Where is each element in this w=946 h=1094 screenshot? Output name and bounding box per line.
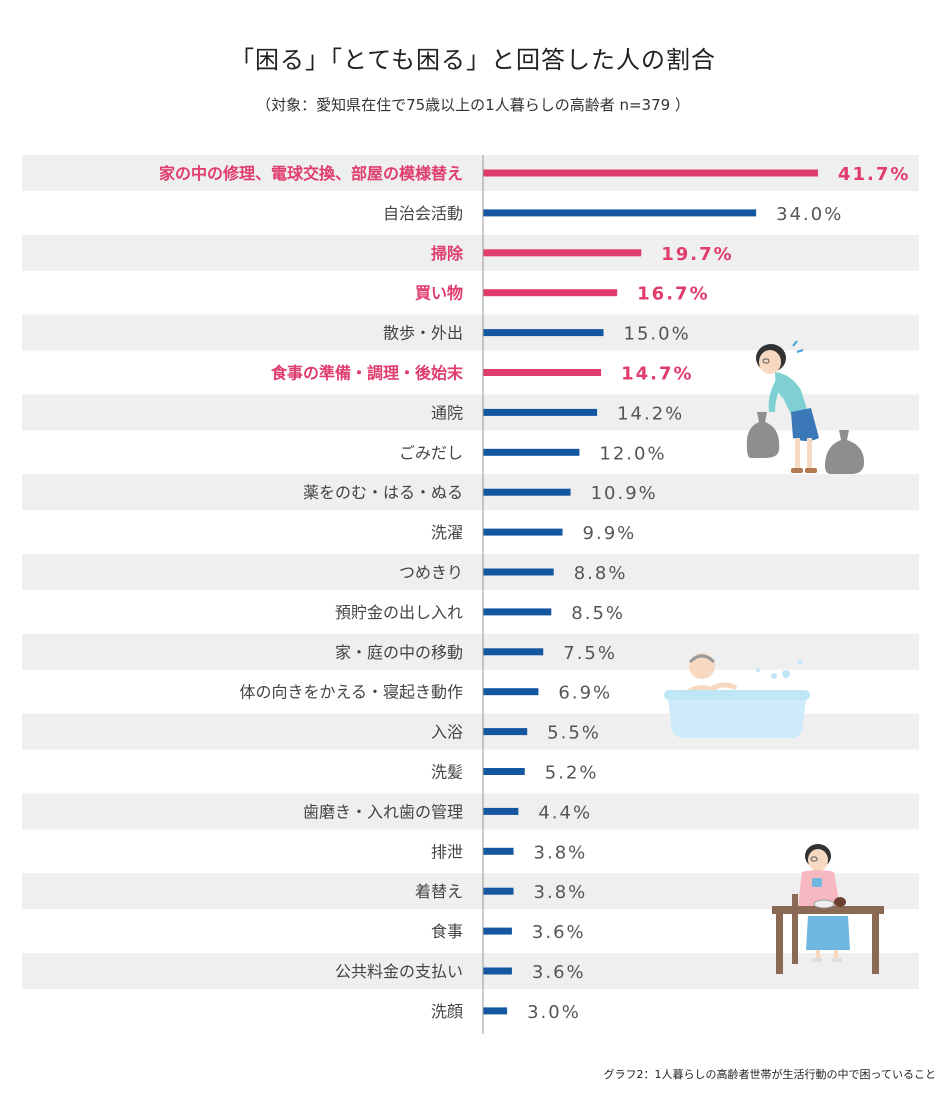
person-carrying-garbage-bags-icon (746, 340, 865, 474)
bar (483, 967, 512, 975)
bar (483, 528, 563, 536)
category-label: 入浴 (431, 723, 463, 742)
row-band (22, 234, 919, 271)
row-band (22, 554, 919, 590)
bar (483, 1007, 508, 1015)
bar (483, 289, 618, 297)
bar (483, 408, 598, 416)
category-label: 預貯金の出し入れ (335, 603, 463, 622)
chart-subtitle: （対象：愛知県在住で75歳以上の1人暮らしの高齢者 n=379 ） (256, 96, 690, 114)
data-label: 8.5% (571, 603, 625, 624)
row-band (22, 474, 919, 511)
data-label: 16.7% (637, 284, 709, 305)
category-label: 洗髪 (431, 763, 463, 782)
data-label: 34.0% (776, 204, 843, 225)
category-label: 家の中の修理、電球交換、部屋の模様替え (159, 164, 463, 183)
row-band (22, 873, 919, 910)
data-label: 3.6% (532, 962, 586, 983)
data-label: 12.0% (599, 443, 666, 464)
category-label: 排泄 (431, 842, 463, 861)
category-label: 体の向きをかえる・寝起き動作 (239, 683, 463, 702)
bar (483, 807, 519, 815)
category-label: 買い物 (415, 284, 463, 303)
category-label: ごみだし (399, 443, 463, 462)
data-label: 7.5% (563, 643, 617, 664)
row-band (22, 953, 919, 989)
category-label: 公共料金の支払い (335, 962, 463, 981)
category-label: 散歩・外出 (383, 324, 463, 343)
data-label: 6.9% (558, 683, 612, 704)
bar (483, 887, 514, 895)
data-label: 3.8% (534, 842, 588, 863)
data-label: 15.0% (624, 324, 691, 345)
category-label: 歯磨き・入れ歯の管理 (303, 802, 463, 821)
bar (483, 249, 642, 257)
person-bathing-icon (664, 653, 810, 738)
bar (483, 209, 757, 217)
bar (483, 927, 512, 935)
data-label: 3.8% (534, 882, 588, 903)
bar (483, 488, 571, 496)
category-label: 着替え (415, 882, 463, 901)
bar (483, 448, 580, 456)
category-label: 洗顔 (431, 1002, 463, 1021)
data-label: 10.9% (591, 483, 658, 504)
bar (483, 329, 604, 337)
data-label: 3.6% (532, 922, 586, 943)
category-label: 通院 (431, 403, 463, 422)
bar (483, 608, 552, 616)
data-label: 5.2% (545, 763, 599, 784)
bar (483, 648, 544, 656)
data-label: 8.8% (574, 563, 628, 584)
person-eating-at-table-icon (772, 844, 884, 974)
bar (483, 768, 525, 775)
category-label: 自治会活動 (383, 204, 463, 223)
data-label: 9.9% (583, 523, 637, 544)
bar (483, 847, 514, 855)
category-label: 薬をのむ・はる・ぬる (303, 483, 463, 502)
row-band (22, 793, 919, 830)
category-label: 家・庭の中の移動 (335, 643, 463, 662)
category-label: 掃除 (431, 244, 464, 263)
bar (483, 169, 818, 177)
data-label: 41.7% (838, 164, 910, 185)
bar (483, 369, 602, 376)
chart-title: 「困る」「とても困る」と回答した人の割合 (229, 46, 717, 74)
data-label: 14.2% (617, 403, 684, 424)
data-label: 19.7% (661, 244, 733, 265)
category-label: 洗濯 (431, 523, 463, 542)
data-label: 5.5% (547, 723, 601, 744)
bar (483, 688, 539, 696)
category-label: つめきり (399, 563, 463, 582)
bar (483, 728, 528, 736)
row-band (22, 633, 919, 670)
bar (483, 568, 554, 576)
figure-caption: グラフ2：1人暮らしの高齢者世帯が生活行動の中で困っていること (603, 1068, 936, 1081)
category-label: 食事の準備・調理・後始末 (270, 364, 464, 383)
category-label: 食事 (431, 922, 463, 941)
data-label: 4.4% (538, 802, 592, 823)
data-label: 14.7% (621, 364, 693, 385)
data-label: 3.0% (527, 1002, 581, 1023)
